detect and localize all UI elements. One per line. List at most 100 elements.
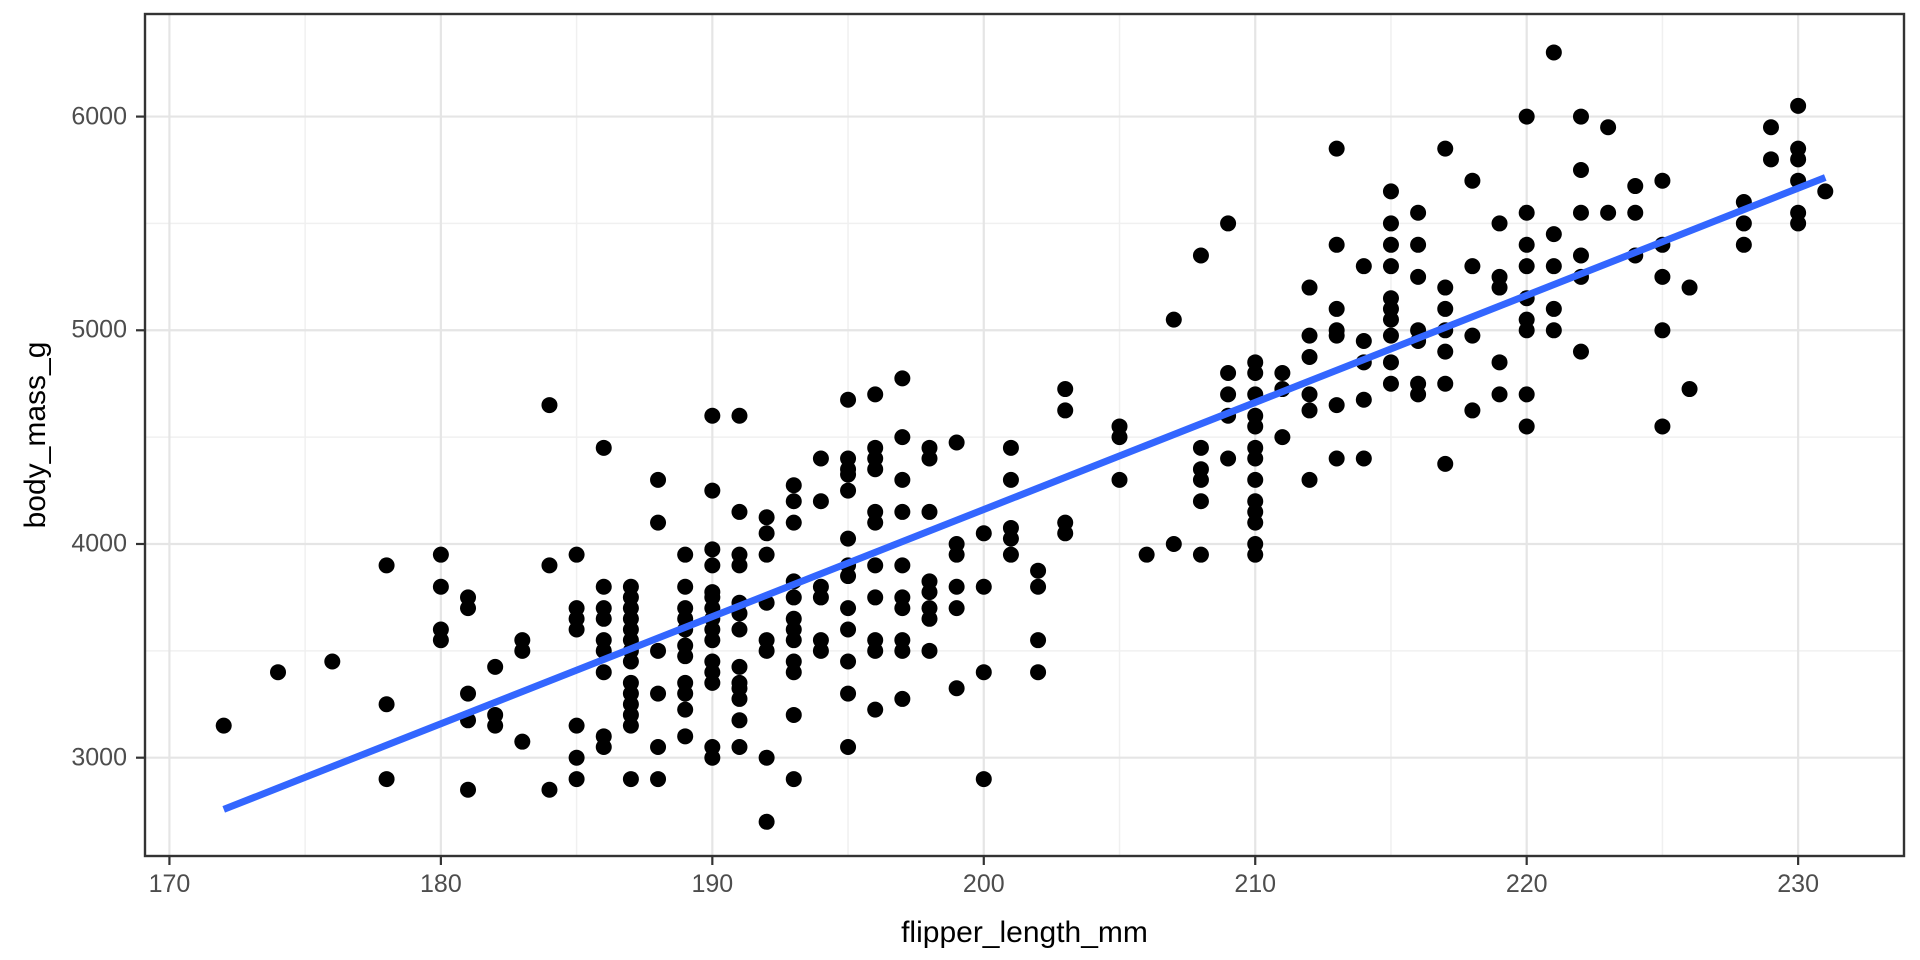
data-point <box>867 461 884 478</box>
data-point <box>432 578 449 595</box>
data-point <box>867 589 884 606</box>
data-point <box>1518 258 1535 275</box>
data-point <box>840 600 857 617</box>
data-point <box>1002 546 1019 563</box>
data-point <box>1437 140 1454 157</box>
data-point <box>758 509 775 526</box>
data-point <box>1518 236 1535 253</box>
data-point <box>1274 429 1291 446</box>
data-point <box>1382 215 1399 232</box>
data-point <box>921 503 938 520</box>
data-point <box>568 546 585 563</box>
data-point <box>1491 386 1508 403</box>
data-point <box>921 610 938 627</box>
data-point <box>785 632 802 649</box>
data-point <box>1192 439 1209 456</box>
data-point <box>1518 418 1535 435</box>
data-point <box>758 813 775 830</box>
data-point <box>1274 365 1291 382</box>
data-point <box>650 771 667 788</box>
data-point <box>758 642 775 659</box>
data-point <box>1464 172 1481 189</box>
data-point <box>1138 546 1155 563</box>
data-point <box>785 493 802 510</box>
data-point <box>1600 119 1617 136</box>
data-point <box>622 653 639 670</box>
data-point <box>731 503 748 520</box>
data-point <box>595 439 612 456</box>
data-point <box>650 685 667 702</box>
data-point <box>1192 471 1209 488</box>
y-tick-label: 4000 <box>71 529 127 558</box>
data-point <box>867 386 884 403</box>
data-point <box>785 771 802 788</box>
data-point <box>867 642 884 659</box>
data-point <box>812 589 829 606</box>
data-point <box>650 739 667 756</box>
data-point <box>785 589 802 606</box>
data-point <box>568 771 585 788</box>
data-point <box>1654 322 1671 339</box>
data-point <box>622 771 639 788</box>
data-point <box>1790 215 1807 232</box>
data-point <box>812 450 829 467</box>
data-point <box>1301 279 1318 296</box>
data-point <box>1437 300 1454 317</box>
data-point <box>1572 247 1589 264</box>
data-point <box>1165 311 1182 328</box>
data-point <box>704 541 721 558</box>
data-point <box>1518 204 1535 221</box>
data-point <box>1762 151 1779 168</box>
data-point <box>1328 450 1345 467</box>
data-point <box>840 530 857 547</box>
data-point <box>731 407 748 424</box>
data-point <box>1382 375 1399 392</box>
data-point <box>677 728 694 745</box>
x-axis-title: flipper_length_mm <box>901 916 1148 949</box>
data-point <box>948 600 965 617</box>
data-point <box>975 525 992 542</box>
data-point <box>948 434 965 451</box>
data-point <box>378 557 395 574</box>
data-point <box>840 482 857 499</box>
data-point <box>1491 279 1508 296</box>
data-point <box>1328 397 1345 414</box>
data-point <box>1382 258 1399 275</box>
data-point <box>1355 450 1372 467</box>
data-point <box>704 407 721 424</box>
data-point <box>1165 535 1182 552</box>
data-point <box>1410 268 1427 285</box>
data-point <box>1301 386 1318 403</box>
data-point <box>677 685 694 702</box>
x-tick-label: 200 <box>962 870 1005 898</box>
data-point <box>948 578 965 595</box>
data-point <box>270 664 287 681</box>
data-point <box>867 701 884 718</box>
data-point <box>1545 258 1562 275</box>
data-point <box>378 771 395 788</box>
data-point <box>1817 183 1834 200</box>
data-point <box>1654 172 1671 189</box>
data-point <box>785 706 802 723</box>
data-point <box>840 621 857 638</box>
data-point <box>432 632 449 649</box>
data-point <box>1627 178 1644 195</box>
data-point <box>894 642 911 659</box>
data-point <box>758 546 775 563</box>
data-point <box>894 600 911 617</box>
data-point <box>1382 311 1399 328</box>
data-point <box>460 600 477 617</box>
data-point <box>1762 119 1779 136</box>
data-point <box>460 685 477 702</box>
x-tick-label: 210 <box>1234 870 1277 898</box>
data-point <box>1437 375 1454 392</box>
data-point <box>1355 391 1372 408</box>
data-point <box>1247 365 1264 382</box>
data-point <box>1491 354 1508 371</box>
data-point <box>1600 204 1617 221</box>
data-point <box>894 557 911 574</box>
data-point <box>568 621 585 638</box>
data-point <box>1328 236 1345 253</box>
data-point <box>324 653 341 670</box>
